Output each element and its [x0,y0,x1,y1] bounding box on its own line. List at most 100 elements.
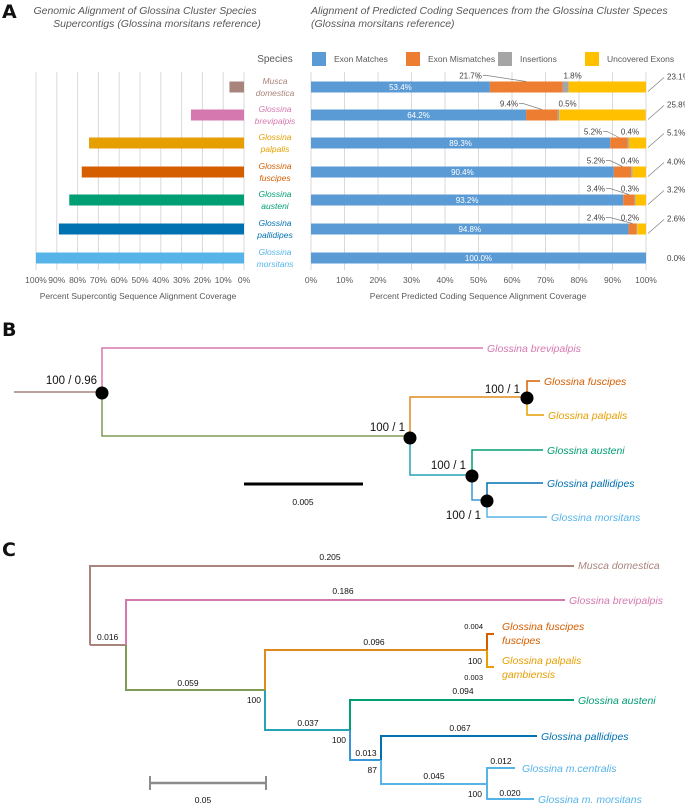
tree-c-blen-fuscipes: 0.004 [464,622,483,631]
left-bar [190,109,244,121]
exon-match-data-label: 64.2% [407,111,430,120]
phylogenetic-tree-b: 100 / 0.96 100 / 1 100 / 1 100 / 1 100 /… [14,343,641,524]
tree-c-leaf-musca: Musca domestica [578,560,660,572]
legend-label: Exon Mismatches [428,54,495,64]
legend-swatch [312,52,326,66]
exon-match-data-label: 89.3% [449,139,472,148]
left-x-tick-label: 30% [173,275,190,285]
uncovered-exon-data-label: 23.1% [667,73,685,82]
insertion-data-label: 1.8% [563,72,581,81]
tree-c-bootstrap-main: 100 [247,695,261,705]
tree-b-support-palpalis: 100 / 1 [485,384,520,396]
right-x-tick-label: 100% [635,275,657,285]
tree-c-branch-palpalis [486,650,494,668]
tree-c-branch-to-pallidipes-clade [349,730,381,761]
species-label-line1: Glossina [258,161,291,171]
tree-c-bootstrap-morsitans: 100 [468,789,482,799]
tree-b-support-austeni: 100 / 1 [431,460,466,472]
stacked-bar-segment [634,194,636,206]
tree-b-leaf-palpalis: Glossina palpalis [548,410,628,422]
tree-b-leaf-morsitans: Glossina morsitans [551,512,641,524]
stacked-bar-segment [623,194,635,206]
left-bar [89,137,244,149]
data-label-leader-line [647,133,665,148]
tree-b-leaf-austeni: Glossina austeni [547,445,625,457]
tree-b-leaf-pallidipes: Glossina pallidipes [547,478,635,490]
left-bar [69,194,244,206]
tree-b-leaf-fuscipes: Glossina fuscipes [544,376,627,388]
tree-c-blen-root-inner: 0.016 [97,632,119,642]
insertion-data-label: 0.4% [621,157,639,166]
stacked-bar-segment [559,109,646,121]
tree-b-branch-inner [101,392,410,437]
tree-c-branch-fuscipes [486,633,494,650]
left-bar [36,252,244,264]
left-bar-chart: 100% 90% 80% 70% 60% 50% 40% 30% 20% 10% 0% [25,72,251,285]
left-x-tick-label: 10% [215,275,232,285]
tree-c-leaf-palpalis-line1: Glossina palpalis [502,655,582,667]
exon-mismatch-data-label: 3.4% [587,185,605,194]
right-chart-title-line2: (Glossina morsitans reference) [311,18,455,30]
stacked-bar-segment [557,109,560,121]
tree-c-leaf-m-morsitans: Glossina m. morsitans [538,794,643,804]
tree-c-blen-to-palpalis-clade: 0.059 [177,678,199,688]
left-x-tick-label: 100% [25,275,47,285]
tree-c-blen-palpalis: 0.003 [464,673,483,682]
stacked-bar-segment [631,166,633,178]
data-label-leader-line [606,188,630,195]
tree-c-branch-palpalis-clade [264,649,487,690]
right-chart-title-line1: Alignment of Predicted Coding Sequences … [310,5,668,17]
tree-c-branch-to-palpalis-clade [125,645,265,691]
tree-c-blen-palpalis-clade: 0.096 [363,637,385,647]
exon-match-data-label: 100.0% [465,254,492,263]
right-x-tick-label: 70% [537,275,554,285]
tree-c-blen-m-morsitans: 0.020 [499,788,521,798]
species-label-line1: Glossina [258,132,291,142]
exon-mismatch-data-label: 2.4% [587,214,605,223]
tree-c-branch-pallidipes [380,735,537,760]
tree-c-scale-label: 0.05 [195,795,212,804]
right-x-tick-label: 0% [305,275,318,285]
left-chart-title-line2: Supercontigs (Glossina morsitans referen… [53,18,261,30]
tree-b-branch-brevipalpis [101,347,483,392]
legend-swatch [406,52,420,66]
tree-c-blen-centralis: 0.012 [490,756,512,766]
uncovered-exon-data-label: 0.0% [667,254,685,263]
tree-b-node-pallidipes [480,494,494,508]
insertion-data-label: 0.5% [558,100,576,109]
data-label-leader-line [482,75,527,82]
tree-c-blen-to-morsitans-clade: 0.045 [423,771,445,781]
left-x-tick-label: 60% [111,275,128,285]
insertion-data-label: 0.2% [621,214,639,223]
left-x-tick-label: 50% [131,275,148,285]
right-x-tick-label: 80% [570,275,587,285]
species-label-line2: domestica [256,88,295,98]
tree-c-branch-centralis [486,767,515,784]
tree-c-leaf-austeni: Glossina austeni [578,695,656,707]
insertion-data-label: 0.3% [621,185,639,194]
data-label-leader-line [647,190,665,205]
tree-c-leaf-pallidipes: Glossina pallidipes [541,731,629,743]
panel-label-b: B [2,319,16,341]
tree-c-branch-brevipalpis [125,599,565,645]
left-x-tick-label: 80% [69,275,86,285]
stacked-bar-segment [311,81,490,93]
legend-swatch [585,52,599,66]
data-label-leader-line [647,219,665,234]
tree-c-branch-to-morsitans-clade [380,760,487,785]
data-label-leader-line [606,160,623,167]
tree-b-branch-pallidipes [486,482,543,500]
exon-mismatch-data-label: 9.4% [500,100,518,109]
exon-match-data-label: 94.8% [458,225,481,234]
left-bar [58,223,244,235]
left-x-tick-label: 0% [238,275,251,285]
data-label-leader-line [603,131,620,138]
tree-c-scale-bar [149,776,267,790]
left-x-axis-label: Percent Supercontig Sequence Alignment C… [40,291,237,301]
right-x-tick-label: 10% [336,275,353,285]
tree-c-branch-to-austeni-clade [264,690,350,731]
species-header: Species [257,54,293,65]
tree-c-blen-pallidipes: 0.067 [449,723,471,733]
chart-legend: Exon Matches Exon Mismatches Insertions Unc… [312,52,674,66]
uncovered-exon-data-label: 5.1% [667,129,685,138]
